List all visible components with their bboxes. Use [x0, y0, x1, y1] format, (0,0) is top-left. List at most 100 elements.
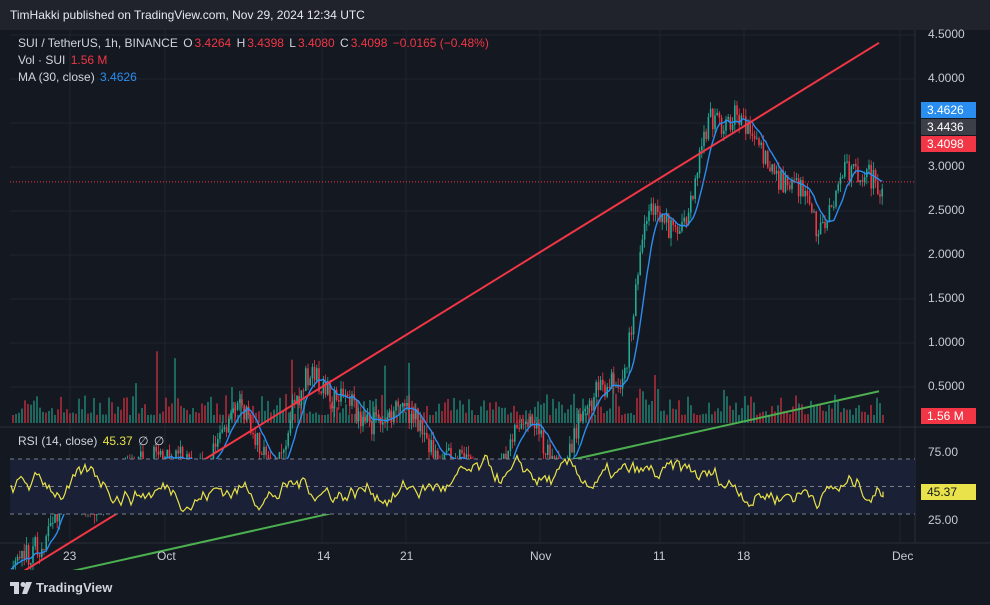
- last-price-tag: 3.4436: [921, 119, 976, 135]
- candle-body: [846, 161, 848, 163]
- volume-bar: [732, 409, 734, 423]
- rsi-label: RSI (14, close): [18, 434, 98, 448]
- volume-bar: [807, 414, 809, 423]
- volume-bar: [633, 414, 635, 423]
- candle-body: [764, 151, 767, 164]
- candle-body: [32, 546, 34, 564]
- candle-body: [443, 452, 446, 462]
- time-tick: Dec: [892, 549, 914, 563]
- volume-bar: [666, 414, 668, 423]
- volume-bar: [558, 401, 560, 423]
- candle-body: [324, 381, 327, 395]
- candle-body: [19, 556, 21, 559]
- volume-bar: [564, 412, 566, 423]
- volume-bar: [687, 396, 689, 423]
- volume-bar: [657, 389, 659, 423]
- volume-bar: [96, 414, 98, 423]
- candle-body: [841, 176, 844, 178]
- volume-bar: [405, 411, 407, 423]
- volume-bar: [726, 396, 728, 423]
- candle-body: [423, 432, 426, 435]
- candle-body: [769, 167, 771, 172]
- candle-body: [250, 414, 252, 433]
- candle-body: [786, 175, 789, 186]
- volume-bar: [828, 404, 830, 423]
- volume-bar: [108, 397, 110, 423]
- candle-body: [857, 166, 859, 182]
- candle-body: [859, 180, 861, 182]
- volume-bar: [636, 398, 638, 423]
- volume-bar: [42, 411, 44, 423]
- candle-body: [661, 214, 663, 222]
- volume-bar: [144, 404, 146, 423]
- volume-bar: [876, 397, 878, 423]
- volume-bar: [27, 403, 29, 423]
- candle-body: [753, 135, 756, 139]
- symbol-name: SUI / TetherUS, 1h, BINANCE: [18, 36, 178, 50]
- candle-body: [177, 450, 179, 454]
- volume-bar: [324, 414, 326, 423]
- candle-body: [654, 205, 657, 215]
- candle-body: [650, 203, 652, 212]
- candle-body: [639, 251, 641, 276]
- candle-body: [804, 190, 806, 197]
- candle-body: [153, 446, 155, 470]
- brand-name: TradingView: [36, 580, 113, 595]
- volume-bar: [843, 408, 845, 423]
- volume-bar: [750, 396, 752, 423]
- volume-bar: [141, 407, 143, 423]
- candle-body: [582, 411, 584, 421]
- candle-body: [580, 413, 582, 421]
- candle-body: [549, 444, 551, 462]
- candle-body: [214, 443, 217, 447]
- volume-bar: [618, 406, 620, 423]
- volume-bar: [435, 411, 437, 423]
- candle-body: [245, 406, 248, 420]
- candle-body: [280, 452, 283, 454]
- candle-body: [861, 180, 864, 183]
- candle-body: [421, 420, 424, 435]
- volume-bar: [267, 400, 269, 423]
- volume-bar: [738, 414, 740, 423]
- candle-body: [322, 381, 325, 394]
- volume-bar: [804, 414, 806, 423]
- candle-body: [357, 411, 360, 422]
- volume-bar: [846, 409, 848, 423]
- volume-bar: [453, 397, 455, 423]
- candle-body: [767, 151, 769, 168]
- volume-bar: [75, 413, 77, 423]
- candle-body: [228, 418, 230, 433]
- volume-bar: [60, 396, 62, 423]
- volume-bar: [837, 399, 839, 423]
- candle-body: [712, 108, 714, 130]
- volume-bar: [432, 414, 434, 423]
- candle-body: [835, 190, 837, 207]
- candle-body: [225, 427, 228, 433]
- volume-bar: [99, 402, 101, 423]
- candle-body: [445, 450, 448, 453]
- candle-body: [406, 402, 408, 407]
- volume-bar: [513, 405, 515, 423]
- volume-bar: [12, 415, 14, 423]
- candle-body: [313, 366, 316, 381]
- candle-body: [709, 108, 712, 117]
- candle-body: [828, 205, 831, 222]
- volume-bar: [336, 407, 338, 423]
- candle-body: [23, 550, 25, 559]
- volume-bar: [156, 351, 158, 423]
- candle-body: [426, 432, 428, 439]
- candle-body: [749, 123, 751, 134]
- volume-bar: [639, 388, 641, 423]
- candle-body: [872, 169, 875, 189]
- rsi-extra-2: ∅: [153, 434, 165, 448]
- candle-body: [397, 401, 399, 407]
- candle-body: [234, 408, 237, 410]
- tradingview-logo[interactable]: TradingView: [10, 580, 112, 595]
- volume-bar: [279, 397, 281, 423]
- volume-bar: [90, 412, 92, 423]
- candle-body: [822, 221, 824, 223]
- volume-bar: [177, 398, 179, 423]
- candle-body: [844, 161, 846, 177]
- candle-body: [597, 382, 600, 391]
